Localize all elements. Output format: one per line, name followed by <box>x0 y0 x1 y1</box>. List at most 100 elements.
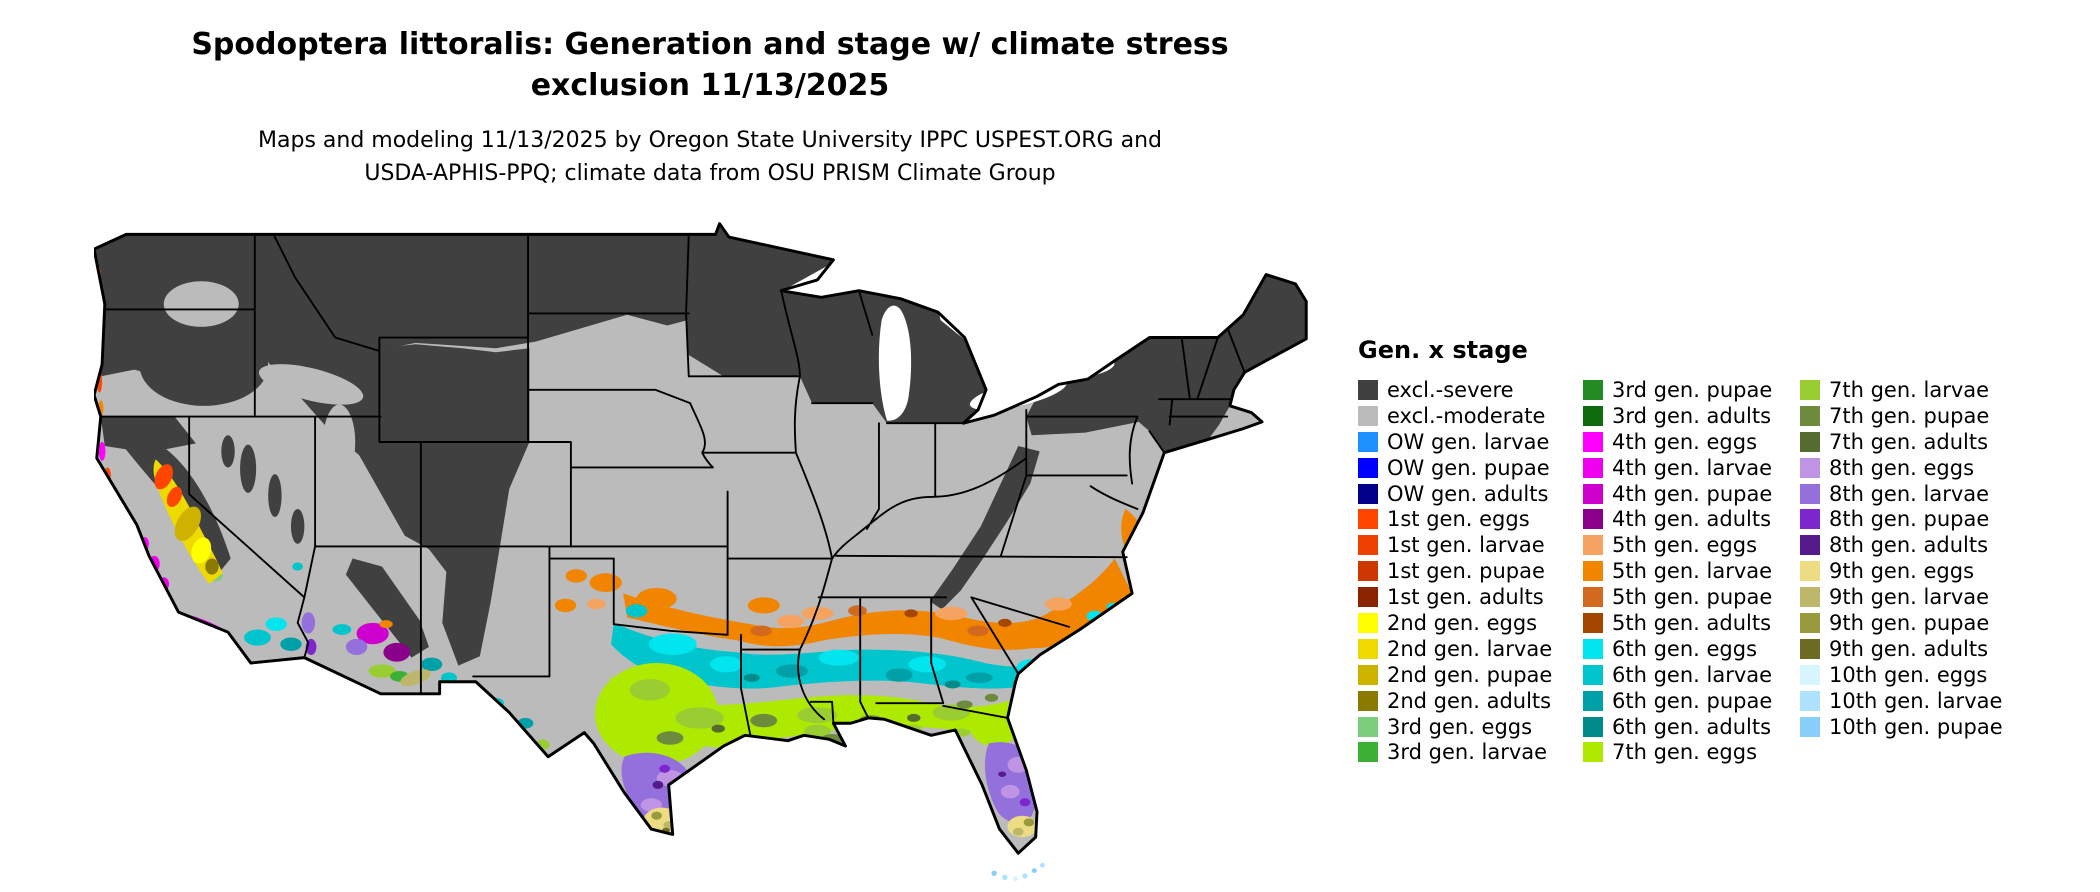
legend-swatch <box>1583 716 1603 737</box>
excluded-severe-regions <box>94 223 1307 666</box>
legend-label: excl.-moderate <box>1387 403 1546 428</box>
legend-swatch <box>1358 561 1378 582</box>
us-map-svg <box>94 222 1308 882</box>
legend-item: 6th gen. pupae <box>1583 688 1772 714</box>
legend-item: 2nd gen. pupae <box>1358 662 1552 688</box>
legend-swatch <box>1800 483 1820 504</box>
legend-label: 6th gen. eggs <box>1612 636 1758 661</box>
legend-label: 5th gen. pupae <box>1612 585 1773 610</box>
legend-item: 9th gen. larvae <box>1800 584 2003 610</box>
us-generation-stage-map <box>94 221 1313 884</box>
legend-label: 8th gen. larvae <box>1829 481 1990 506</box>
legend-item: 6th gen. larvae <box>1583 662 1772 688</box>
legend-swatch <box>1358 379 1378 400</box>
florida-keys-dots <box>991 862 1045 882</box>
legend-swatch <box>1358 457 1378 478</box>
legend-swatch <box>1358 431 1378 452</box>
legend-label: 4th gen. eggs <box>1612 429 1758 454</box>
legend-label: 7th gen. eggs <box>1612 740 1758 765</box>
legend-label: 3rd gen. adults <box>1612 403 1772 428</box>
map-title: Spodoptera littoralis: Generation and st… <box>110 24 1310 106</box>
legend-label: OW gen. pupae <box>1387 455 1550 480</box>
legend-item: 2nd gen. eggs <box>1358 610 1552 636</box>
legend-label: 8th gen. pupae <box>1829 507 1990 532</box>
legend-item: 10th gen. eggs <box>1800 662 2003 688</box>
legend-swatch <box>1358 405 1378 426</box>
legend-swatch <box>1800 561 1820 582</box>
legend-label: 5th gen. adults <box>1612 610 1772 635</box>
legend-item: 7th gen. pupae <box>1800 403 2003 429</box>
legend-label: 9th gen. pupae <box>1829 610 1990 635</box>
california-valley-colors <box>153 459 223 584</box>
legend-swatch <box>1358 587 1378 608</box>
legend-item: 3rd gen. larvae <box>1358 739 1552 765</box>
legend-item: 3rd gen. pupae <box>1583 377 1772 403</box>
legend-swatch <box>1583 587 1603 608</box>
legend-label: 6th gen. larvae <box>1612 662 1773 687</box>
legend-label: excl.-severe <box>1387 377 1514 402</box>
legend-item: 4th gen. pupae <box>1583 481 1772 507</box>
legend-swatch <box>1800 535 1820 556</box>
legend-label: 9th gen. adults <box>1829 636 1989 661</box>
title-line-2: exclusion 11/13/2025 <box>530 68 890 103</box>
legend-item: 2nd gen. adults <box>1358 688 1552 714</box>
legend-title: Gen. x stage <box>1358 336 1528 364</box>
title-line-1: Spodoptera littoralis: Generation and st… <box>191 27 1229 62</box>
legend-swatch <box>1583 483 1603 504</box>
legend-item: 7th gen. adults <box>1800 429 2003 455</box>
us-outline <box>94 222 1308 855</box>
legend-item: 4th gen. eggs <box>1583 429 1772 455</box>
legend-item: 5th gen. larvae <box>1583 558 1772 584</box>
legend-swatch <box>1800 690 1820 711</box>
legend-label: 1st gen. larvae <box>1387 533 1545 558</box>
legend-swatch <box>1800 509 1820 530</box>
legend-item: 4th gen. larvae <box>1583 455 1772 481</box>
legend-item: 5th gen. adults <box>1583 610 1772 636</box>
moderate-basins <box>163 281 364 480</box>
legend-swatch <box>1358 690 1378 711</box>
legend-item: OW gen. adults <box>1358 481 1552 507</box>
legend-label: 3rd gen. pupae <box>1612 377 1773 402</box>
legend-swatch <box>1800 379 1820 400</box>
legend-swatch <box>1800 716 1820 737</box>
legend-label: 1st gen. eggs <box>1387 507 1530 532</box>
legend-item: 1st gen. eggs <box>1358 506 1552 532</box>
legend-item: 10th gen. pupae <box>1800 714 2003 740</box>
legend-item: 1st gen. pupae <box>1358 558 1552 584</box>
legend-label: 2nd gen. pupae <box>1387 662 1553 687</box>
legend-label: 7th gen. larvae <box>1829 377 1990 402</box>
legend-label: 4th gen. pupae <box>1612 481 1773 506</box>
legend-label: OW gen. adults <box>1387 481 1549 506</box>
legend-swatch <box>1800 664 1820 685</box>
legend-item: 10th gen. larvae <box>1800 688 2003 714</box>
legend-item: excl.-moderate <box>1358 403 1552 429</box>
legend-label: 8th gen. eggs <box>1829 455 1975 480</box>
legend-label: 8th gen. adults <box>1829 533 1989 558</box>
legend-swatch <box>1800 612 1820 633</box>
legend-swatch <box>1358 664 1378 685</box>
legend-label: 3rd gen. eggs <box>1387 714 1533 739</box>
legend-label: OW gen. larvae <box>1387 429 1550 454</box>
legend-item: 8th gen. eggs <box>1800 455 2003 481</box>
legend-swatch <box>1583 379 1603 400</box>
state-borders <box>99 233 1246 737</box>
legend-swatch <box>1358 638 1378 659</box>
legend-swatch <box>1358 716 1378 737</box>
legend-label: 10th gen. eggs <box>1829 662 1988 687</box>
legend-swatch <box>1583 535 1603 556</box>
legend-swatch <box>1800 431 1820 452</box>
legend-item: 9th gen. pupae <box>1800 610 2003 636</box>
legend-item: 6th gen. adults <box>1583 714 1772 740</box>
legend-label: 4th gen. adults <box>1612 507 1772 532</box>
legend-label: 1st gen. adults <box>1387 585 1544 610</box>
legend-label: 2nd gen. eggs <box>1387 610 1538 635</box>
legend-item: 8th gen. pupae <box>1800 506 2003 532</box>
legend-label: 3rd gen. larvae <box>1387 740 1548 765</box>
legend-swatch <box>1358 742 1378 763</box>
legend-label: 4th gen. larvae <box>1612 455 1773 480</box>
legend-label: 5th gen. larvae <box>1612 559 1773 584</box>
legend-item: excl.-severe <box>1358 377 1552 403</box>
legend-swatch <box>1800 587 1820 608</box>
legend-swatch <box>1358 612 1378 633</box>
legend-item: 3rd gen. eggs <box>1358 714 1552 740</box>
